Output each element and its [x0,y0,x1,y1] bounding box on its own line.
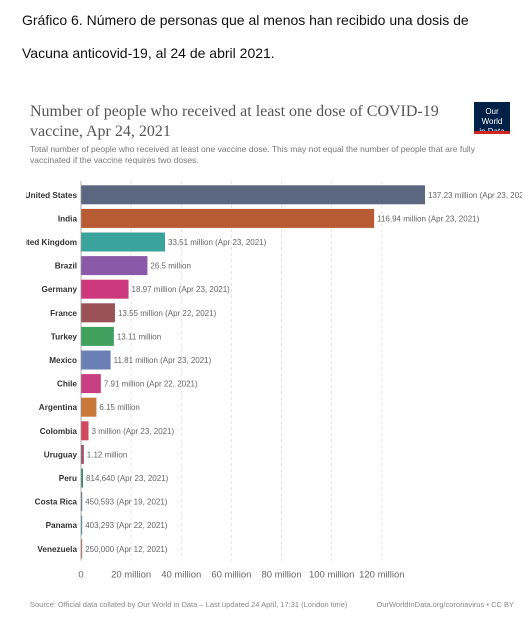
category-label: Peru [59,474,77,483]
license-link[interactable]: OurWorldInData.org/coronavirus • CC BY [376,600,514,609]
x-tick-label: 80 million [261,570,301,581]
value-label: 403,293 (Apr 22, 2021) [85,521,168,530]
category-label: Costa Rica [35,498,78,507]
value-label: 13.55 million (Apr 22, 2021) [118,309,217,318]
bar-united-kingdom [81,232,166,252]
category-label: United Kingdom [26,238,77,247]
bar-chile [81,374,101,394]
bar-germany [81,279,129,299]
bar-turkey [81,326,114,346]
bar-united-states [81,185,425,205]
bar-india [81,208,375,228]
category-label: India [58,214,78,223]
figure-caption-line2: Vacuna anticovid-19, al 24 de abril 2021… [22,45,275,61]
source-note: Source: Official data collated by Our Wo… [30,600,348,609]
category-label: Colombia [40,427,78,436]
bar-brazil [81,256,148,276]
bar-argentina [81,397,97,417]
bar-uruguay [81,444,84,464]
value-label: 26.5 million [150,262,190,271]
x-tick-label: 0 [78,570,83,581]
bar-panama [81,515,83,535]
category-label: United States [26,191,77,200]
logo-line1: Our World [481,107,503,126]
value-label: 18.97 million (Apr 23, 2021) [132,285,231,294]
value-label: 450,593 (Apr 19, 2021) [85,498,168,507]
bar-peru [81,468,84,488]
x-tick-label: 40 million [161,570,201,581]
category-label: Mexico [49,356,77,365]
value-label: 250,000 (Apr 12, 2021) [85,545,168,554]
bar-chart-svg: United States 137.23 million (Apr 23, 202… [26,181,522,581]
bar-france [81,303,115,323]
x-tick-label: 100 million [309,570,354,581]
value-label: 6.15 million [99,403,139,412]
chart-card: Number of people who received at least o… [26,100,522,620]
bar-colombia [81,421,89,441]
chart-title: Number of people who received at least o… [30,103,439,140]
bar-venezuela [81,539,83,559]
chart-subtitle: Total number of people who received at l… [30,144,475,165]
value-label: 7.91 million (Apr 22, 2021) [104,380,198,389]
value-label: 137.23 million (Apr 23, 2021) [428,191,522,200]
category-label: Chile [57,380,77,389]
bar-costa-rica [81,492,83,512]
x-tick-label: 120 million [359,570,404,581]
figure-caption-line1: Gráfico 6. Número de personas que al men… [22,12,469,28]
value-label: 13.11 million [117,332,161,341]
bar-mexico [81,350,111,370]
category-label: Brazil [55,262,77,271]
value-label: 11.81 million (Apr 23, 2021) [114,356,212,365]
category-label: Panama [46,521,78,530]
value-label: 1.12 million [87,450,127,459]
category-label: Turkey [51,332,78,341]
category-label: Uruguay [44,450,78,459]
category-label: Venezuela [37,545,77,554]
owid-logo[interactable]: Our World in Data [474,102,510,136]
value-label: 3 million (Apr 23, 2021) [92,427,175,436]
category-label: France [50,309,77,318]
category-label: Argentina [39,403,78,412]
value-label: 814,640 (Apr 23, 2021) [86,474,169,483]
x-tick-label: 20 million [111,570,151,581]
value-label: 116.94 million (Apr 23, 2021) [377,214,479,223]
x-tick-label: 60 million [211,570,251,581]
category-label: Germany [42,285,78,294]
value-label: 33.51 million (Apr 23, 2021) [168,238,267,247]
